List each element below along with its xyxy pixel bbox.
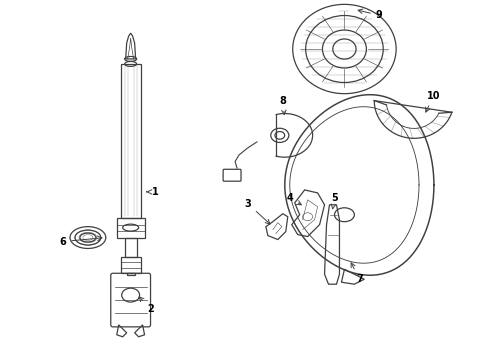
Text: 10: 10	[426, 91, 441, 112]
Text: 1: 1	[147, 187, 159, 197]
Text: 2: 2	[139, 297, 154, 314]
Text: 7: 7	[351, 263, 363, 284]
Text: 8: 8	[279, 96, 286, 114]
Text: 6: 6	[60, 236, 102, 247]
Text: 3: 3	[245, 199, 270, 224]
Text: 9: 9	[358, 9, 383, 20]
Text: 5: 5	[331, 193, 338, 209]
Text: 4: 4	[286, 193, 301, 205]
